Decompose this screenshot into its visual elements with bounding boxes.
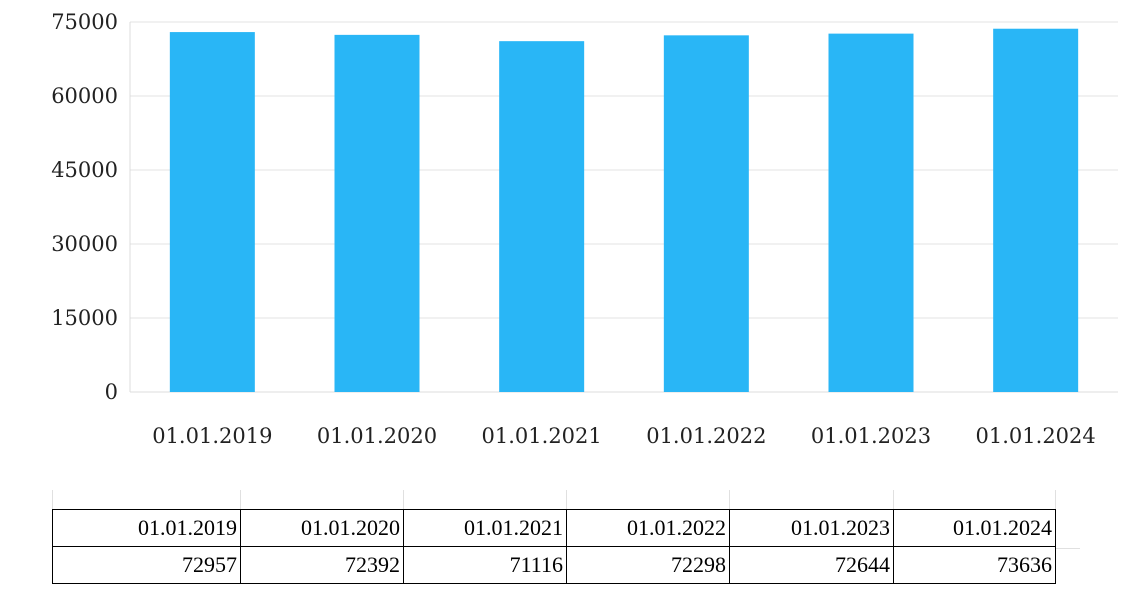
table-value-cell: 73636 xyxy=(893,546,1056,584)
table-value-cell: 72392 xyxy=(240,546,404,584)
table-guide-line xyxy=(403,490,404,509)
y-tick-label: 60000 xyxy=(51,84,118,108)
bar xyxy=(169,32,255,393)
table-value-cell: 71116 xyxy=(403,546,567,584)
table-guide-line xyxy=(240,490,241,509)
y-tick-label: 0 xyxy=(105,380,118,404)
table-value-cell: 72644 xyxy=(729,546,894,584)
x-tick-label: 01.01.2020 xyxy=(317,424,437,448)
bar xyxy=(993,28,1079,393)
table-header-cell: 01.01.2020 xyxy=(240,509,404,547)
table-guide-line xyxy=(52,490,53,509)
bar xyxy=(499,41,585,392)
table-guide-line xyxy=(1055,490,1056,509)
table-guide-line xyxy=(566,490,567,509)
table-value-row: 72957 72392 71116 72298 72644 73636 xyxy=(52,546,1056,584)
table-header-cell: 01.01.2024 xyxy=(893,509,1056,547)
table-header-cell: 01.01.2021 xyxy=(403,509,567,547)
table-header-cell: 01.01.2022 xyxy=(566,509,730,547)
table-header-row: 01.01.2019 01.01.2020 01.01.2021 01.01.2… xyxy=(52,509,1056,547)
y-tick-label: 15000 xyxy=(51,306,118,330)
x-tick-label: 01.01.2023 xyxy=(811,424,931,448)
x-tick-label: 01.01.2022 xyxy=(646,424,766,448)
table-header-cell: 01.01.2023 xyxy=(729,509,894,547)
table-guide-line xyxy=(893,490,894,509)
table-guide-line xyxy=(1055,548,1080,549)
y-tick-label: 75000 xyxy=(51,10,118,34)
bar xyxy=(663,35,749,393)
bar xyxy=(334,34,420,392)
x-tick-label: 01.01.2024 xyxy=(976,424,1096,448)
y-tick-label: 45000 xyxy=(51,158,118,182)
data-table: 01.01.2019 01.01.2020 01.01.2021 01.01.2… xyxy=(52,509,1056,584)
x-tick-label: 01.01.2019 xyxy=(152,424,272,448)
bar-chart: 0 15000 30000 45000 60000 75000 01.01.2019 01.0… xyxy=(51,10,1118,448)
x-tick-label: 01.01.2021 xyxy=(482,424,602,448)
bar xyxy=(828,33,914,393)
table-guide-line xyxy=(729,490,730,509)
y-tick-label: 30000 xyxy=(51,232,118,256)
table-header-cell: 01.01.2019 xyxy=(52,509,241,547)
table-value-cell: 72298 xyxy=(566,546,730,584)
table-value-cell: 72957 xyxy=(52,546,241,584)
